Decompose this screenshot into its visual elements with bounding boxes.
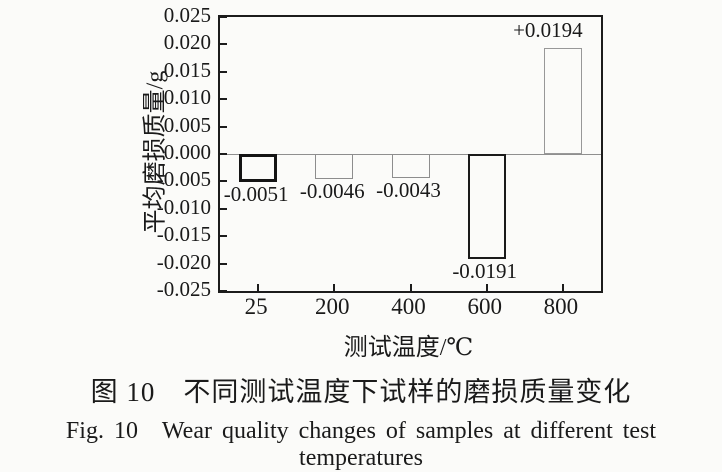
bar-800: [543, 47, 582, 154]
x-tick-mark: [257, 284, 260, 291]
y-tick-mark: [220, 290, 227, 292]
bar-value-label: -0.0051: [223, 181, 289, 206]
y-tick-mark: [220, 16, 227, 18]
x-tick-mark: [409, 284, 412, 291]
bar-200: [315, 154, 354, 180]
y-tick-label: 0.005: [163, 112, 211, 137]
x-tick-mark: [333, 284, 336, 291]
x-tick-mark: [561, 284, 564, 291]
y-tick-label: 0.015: [163, 57, 211, 82]
caption-english: Fig. 10 Wear quality changes of samples …: [65, 418, 657, 471]
y-tick-mark: [220, 207, 227, 210]
y-tick-label: -0.025: [156, 277, 211, 301]
y-tick-label: -0.005: [156, 167, 211, 192]
y-tick-label: -0.015: [156, 222, 211, 247]
plot-area: [218, 15, 603, 293]
y-tick-mark: [220, 125, 227, 128]
bar-25: [239, 154, 278, 182]
bar-value-label: -0.0046: [299, 179, 365, 204]
y-tick-label: -0.010: [156, 194, 211, 219]
bar-value-label: -0.0043: [376, 177, 441, 202]
y-tick-mark: [220, 98, 227, 101]
x-tick-label: 600: [467, 294, 502, 319]
bar-600: [467, 154, 506, 259]
x-axis-title: 测试温度/℃: [343, 335, 474, 361]
x-tick-label: 800: [543, 294, 579, 319]
y-tick-label: 0.000: [163, 140, 211, 164]
y-tick-mark: [220, 43, 227, 46]
y-tick-mark: [220, 180, 227, 183]
x-tick-label: 25: [244, 294, 268, 319]
bar-400: [391, 154, 430, 178]
x-tick-label: 400: [391, 294, 426, 319]
y-tick-mark: [220, 262, 227, 265]
x-tick-mark: [485, 284, 488, 291]
y-tick-mark: [220, 235, 227, 238]
bar-value-label: -0.0191: [452, 258, 518, 283]
y-tick-mark: [220, 70, 227, 73]
y-tick-mark: [220, 153, 227, 155]
x-tick-label: 200: [315, 294, 350, 319]
y-tick-label: 0.025: [163, 3, 211, 27]
y-tick-label: 0.020: [163, 30, 211, 55]
bar-value-label: +0.0194: [513, 17, 583, 42]
y-axis-title-text: 平均磨损质量/g: [142, 70, 169, 234]
caption-chinese: 图 10 不同测试温度下试样的磨损质量变化: [90, 377, 632, 407]
y-tick-label: -0.020: [156, 249, 211, 274]
y-tick-label: 0.010: [163, 85, 211, 110]
figure-container: 0.025 0.020 0.015 0.010 0.005 0.000 -0.005 -0.0…: [66, 3, 656, 471]
